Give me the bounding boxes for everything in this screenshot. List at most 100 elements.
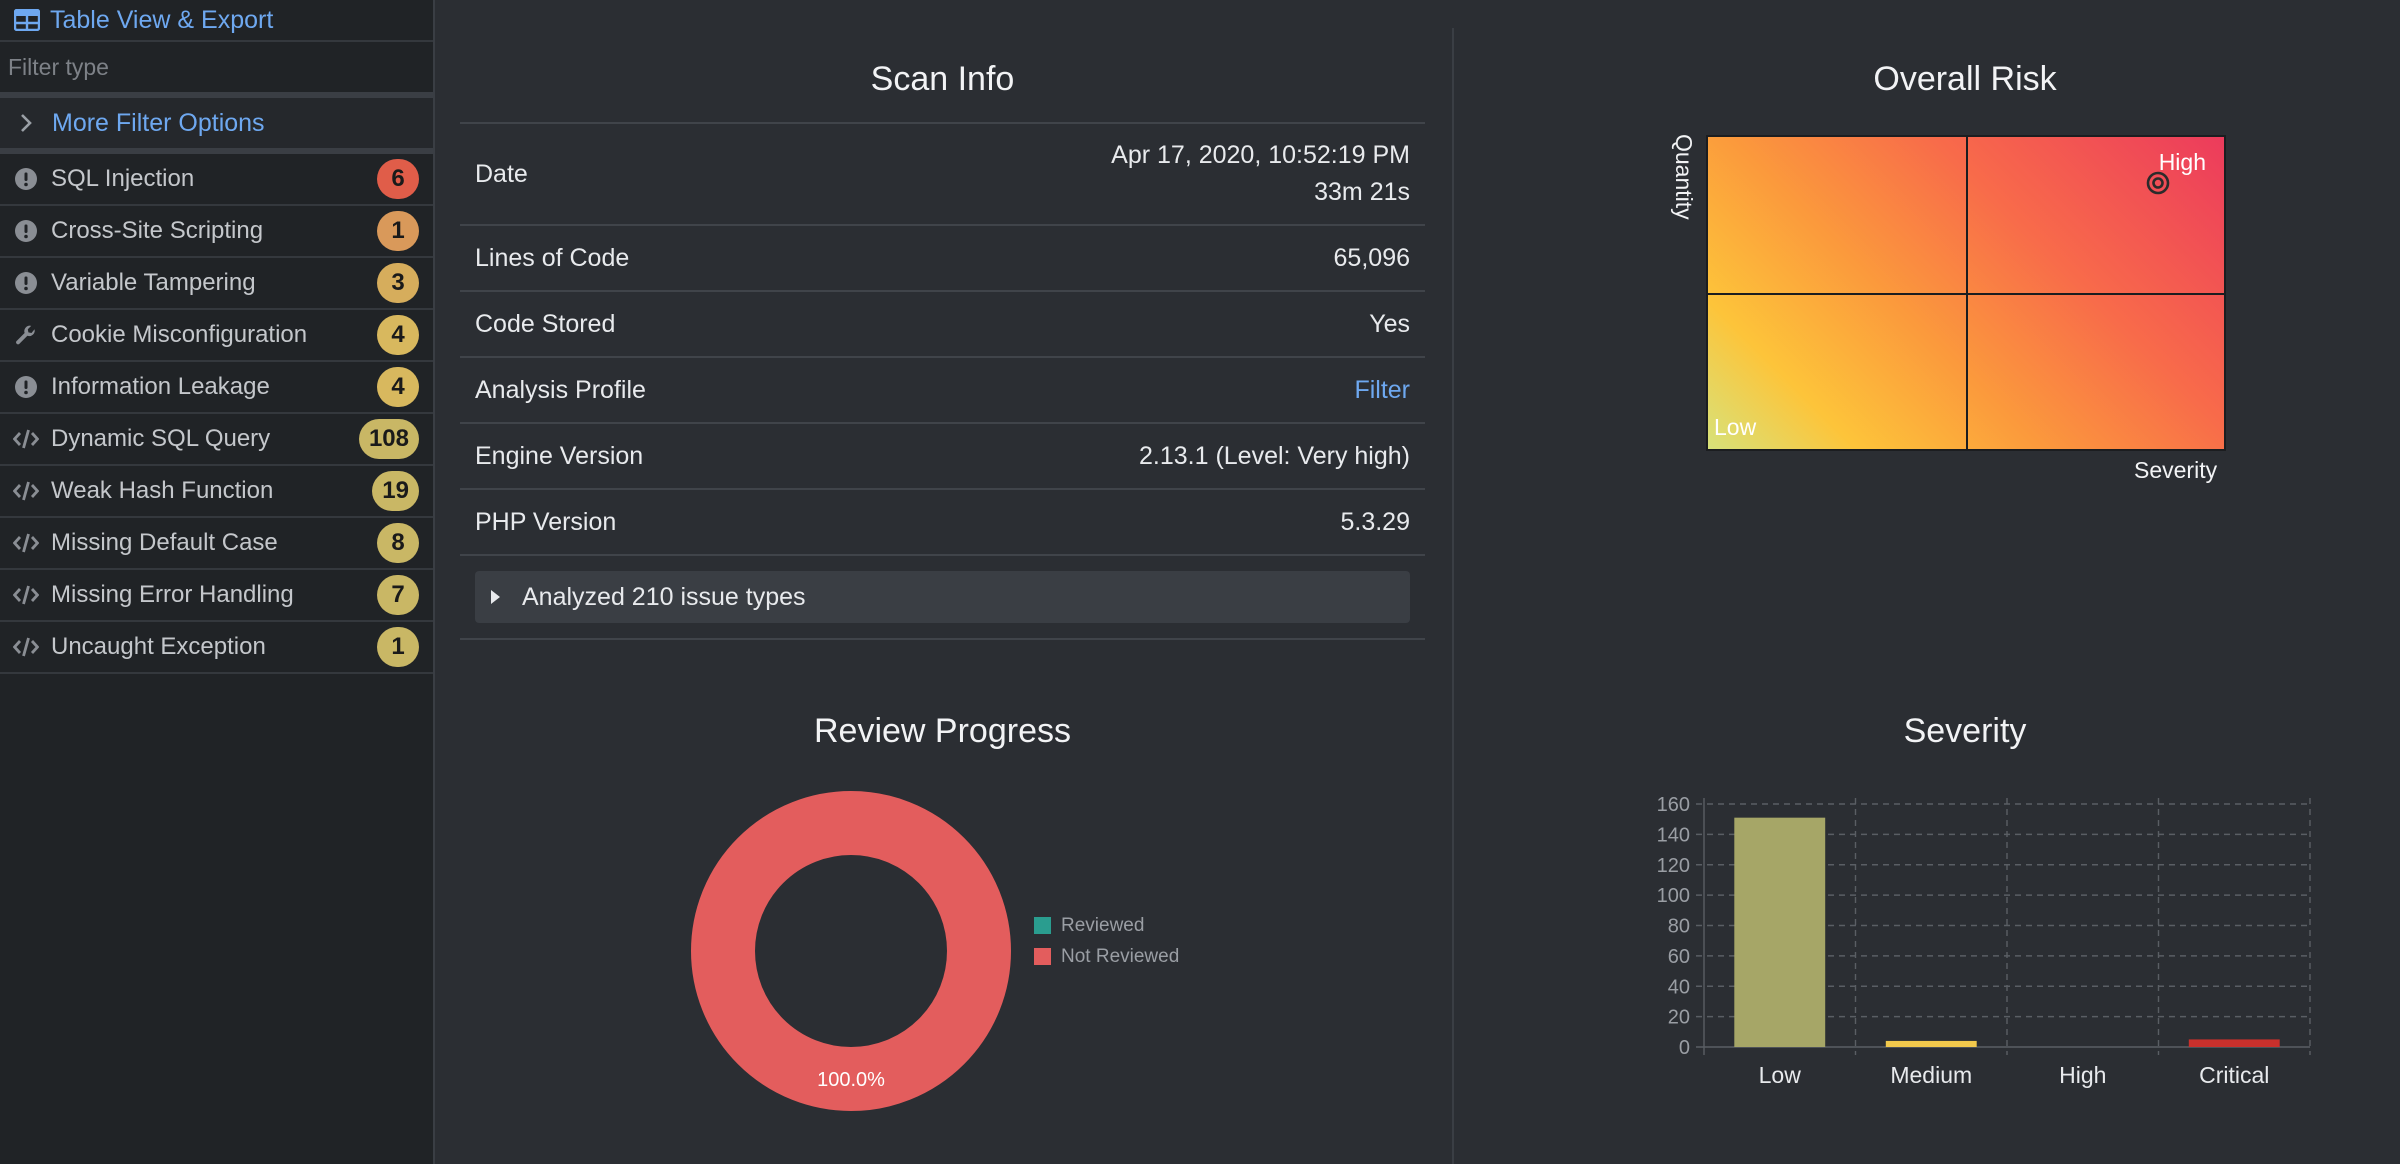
count-badge: 19 [372, 471, 419, 511]
bar-critical [2188, 1039, 2280, 1047]
code-icon [13, 634, 39, 660]
caret-right-icon [491, 590, 500, 604]
sidebar-item-label: Information Leakage [51, 373, 270, 400]
more-filter-options-label: More Filter Options [52, 108, 265, 137]
sidebar-item-cookie-misconfiguration[interactable]: Cookie Misconfiguration 4 [0, 310, 433, 362]
risk-high-label: High [2158, 149, 2206, 175]
count-badge: 108 [358, 419, 419, 459]
legend-swatch [1034, 948, 1051, 965]
sidebar-item-information-leakage[interactable]: Information Leakage 4 [0, 362, 433, 414]
code-icon [13, 426, 39, 452]
count-badge: 4 [377, 315, 419, 355]
x-tick-label: Critical [2199, 1062, 2269, 1088]
code-icon [13, 582, 39, 608]
legend-label: Not Reviewed [1061, 945, 1180, 967]
legend-item-not-reviewed[interactable]: Not Reviewed [1034, 941, 1179, 972]
exclamation-circle-icon [13, 270, 39, 296]
sidebar-item-label: Uncaught Exception [51, 633, 266, 660]
bar-low [1734, 817, 1826, 1047]
code-icon [13, 478, 39, 504]
sidebar-item-weak-hash-function[interactable]: Weak Hash Function 19 [0, 466, 433, 518]
risk-x-axis-label: Severity [2134, 457, 2218, 483]
info-label: Code Stored [475, 309, 616, 338]
legend-label: Reviewed [1061, 914, 1145, 936]
count-badge: 3 [377, 263, 419, 303]
x-tick-label: Low [1759, 1062, 1802, 1088]
bar-medium [1885, 1040, 1977, 1047]
info-row-engine-version: Engine Version 2.13.1 (Level: Very high) [460, 424, 1425, 490]
review-progress-donut: 100.0% [691, 791, 1011, 1111]
sidebar-item-label: SQL Injection [51, 165, 195, 192]
info-value: 2.13.1 (Level: Very high) [1139, 441, 1410, 470]
sidebar-item-cross-site-scripting[interactable]: Cross-Site Scripting 1 [0, 206, 433, 258]
count-badge: 8 [377, 523, 419, 563]
analyzed-issue-types-wrap: Analyzed 210 issue types [460, 556, 1425, 640]
info-row-php-version: PHP Version 5.3.29 [460, 490, 1425, 556]
info-row-code-stored: Code Stored Yes [460, 292, 1425, 358]
table-view-export-link[interactable]: Table View & Export [0, 0, 433, 42]
sidebar: Table View & Export More Filter Options … [0, 0, 435, 1164]
donut-data-label: 100.0% [817, 1069, 885, 1091]
review-progress-title: Review Progress [814, 712, 1071, 750]
y-tick-label: 0 [1679, 1037, 1690, 1059]
risk-grid-line [1708, 293, 2224, 295]
sidebar-item-missing-error-handling[interactable]: Missing Error Handling 7 [0, 570, 433, 622]
sidebar-item-uncaught-exception[interactable]: Uncaught Exception 1 [0, 622, 433, 674]
y-tick-label: 160 [1657, 794, 1690, 816]
y-tick-label: 80 [1668, 916, 1690, 938]
y-tick-label: 20 [1668, 1007, 1690, 1029]
legend-swatch [1034, 917, 1051, 934]
code-icon [13, 530, 39, 556]
x-tick-label: Medium [1890, 1062, 1972, 1088]
info-row-date: Date Apr 17, 2020, 10:52:19 PM 33m 21s [460, 124, 1425, 226]
donut-slice-not-reviewed [691, 791, 1011, 1111]
info-value: Apr 17, 2020, 10:52:19 PM 33m 21s [1111, 137, 1410, 211]
issue-type-list: SQL Injection 6 Cross-Site Scripting 1 Varia… [0, 154, 433, 674]
info-label: Lines of Code [475, 243, 630, 272]
y-tick-label: 60 [1668, 946, 1690, 968]
count-badge: 1 [377, 627, 419, 667]
sidebar-item-label: Cookie Misconfiguration [51, 321, 308, 348]
count-badge: 1 [377, 211, 419, 251]
y-tick-label: 100 [1657, 885, 1690, 907]
sidebar-item-label: Missing Default Case [51, 529, 278, 556]
sidebar-item-variable-tampering[interactable]: Variable Tampering 3 [0, 258, 433, 310]
y-tick-label: 140 [1657, 824, 1690, 846]
date-value: Apr 17, 2020, 10:52:19 PM [1111, 141, 1410, 169]
scan-info-title: Scan Info [870, 60, 1015, 98]
sidebar-item-dynamic-sql-query[interactable]: Dynamic SQL Query 108 [0, 414, 433, 466]
severity-bar-chart: 0 20 40 60 80 100 120 140 160 Low Medium High Critic… [1657, 794, 2311, 1088]
risk-low-label: Low [1714, 414, 1757, 440]
info-label: Analysis Profile [475, 375, 646, 404]
risk-matrix: High Low [1706, 135, 2226, 451]
analyzed-issue-types-label: Analyzed 210 issue types [522, 582, 806, 611]
analysis-profile-link[interactable]: Filter [1354, 375, 1410, 404]
count-badge: 7 [377, 575, 419, 615]
scan-info-table: Date Apr 17, 2020, 10:52:19 PM 33m 21s L… [460, 122, 1425, 640]
filter-type-input[interactable] [0, 42, 433, 98]
exclamation-circle-icon [13, 166, 39, 192]
info-row-analysis-profile: Analysis Profile Filter [460, 358, 1425, 424]
sidebar-item-missing-default-case[interactable]: Missing Default Case 8 [0, 518, 433, 570]
info-value: 5.3.29 [1340, 507, 1410, 536]
sidebar-item-sql-injection[interactable]: SQL Injection 6 [0, 154, 433, 206]
count-badge: 4 [377, 367, 419, 407]
legend-item-reviewed[interactable]: Reviewed [1034, 910, 1179, 941]
info-value: Yes [1369, 309, 1410, 338]
info-label: Date [475, 159, 528, 188]
exclamation-circle-icon [13, 374, 39, 400]
wrench-icon [13, 322, 39, 348]
y-tick-label: 40 [1668, 976, 1690, 998]
info-row-lines-of-code: Lines of Code 65,096 [460, 226, 1425, 292]
x-tick-label: High [2059, 1062, 2106, 1088]
table-icon [14, 9, 40, 31]
column-divider [1452, 28, 1454, 1164]
sidebar-item-label: Variable Tampering [51, 269, 256, 296]
sidebar-item-label: Cross-Site Scripting [51, 217, 264, 244]
chevron-right-icon [21, 114, 32, 132]
table-view-export-label: Table View & Export [50, 5, 274, 34]
more-filter-options-toggle[interactable]: More Filter Options [0, 98, 433, 154]
overall-risk-title: Overall Risk [1873, 60, 2057, 98]
y-tick-label: 120 [1657, 855, 1690, 877]
analyzed-issue-types-toggle[interactable]: Analyzed 210 issue types [475, 571, 1410, 623]
